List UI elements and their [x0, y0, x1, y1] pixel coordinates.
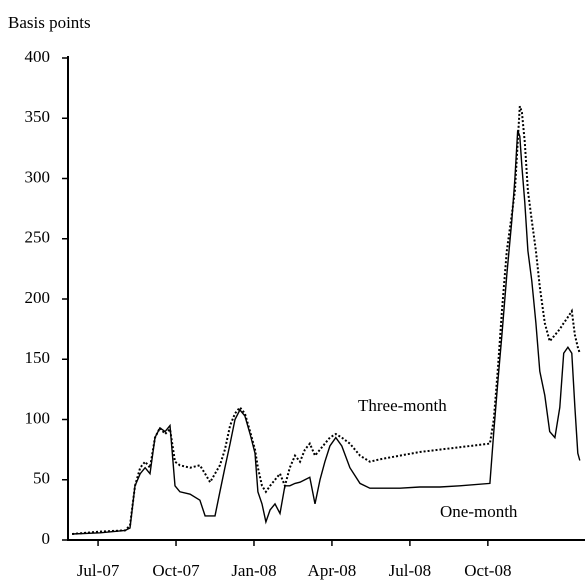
x-tick-label: Oct-08 — [464, 561, 511, 580]
y-tick-label: 100 — [25, 408, 51, 427]
x-tick-label: Jan-08 — [231, 561, 276, 580]
series-line — [72, 105, 581, 535]
x-tick-label: Jul-08 — [389, 561, 432, 580]
y-tick-label: 0 — [42, 529, 51, 548]
y-tick-label: 150 — [25, 348, 51, 367]
y-tick-label: 400 — [25, 47, 51, 66]
series-label: Three-month — [358, 396, 447, 415]
y-axis-label: Basis points — [8, 13, 91, 32]
y-tick-label: 350 — [25, 107, 51, 126]
y-tick-label: 250 — [25, 228, 51, 247]
x-tick-label: Oct-07 — [152, 561, 200, 580]
series-label: One-month — [440, 502, 518, 521]
y-tick-label: 50 — [33, 469, 50, 488]
y-tick-label: 200 — [25, 288, 51, 307]
x-tick-label: Jul-07 — [77, 561, 120, 580]
x-tick-label: Apr-08 — [308, 561, 357, 580]
series-line — [72, 130, 581, 535]
y-tick-label: 300 — [25, 167, 51, 186]
